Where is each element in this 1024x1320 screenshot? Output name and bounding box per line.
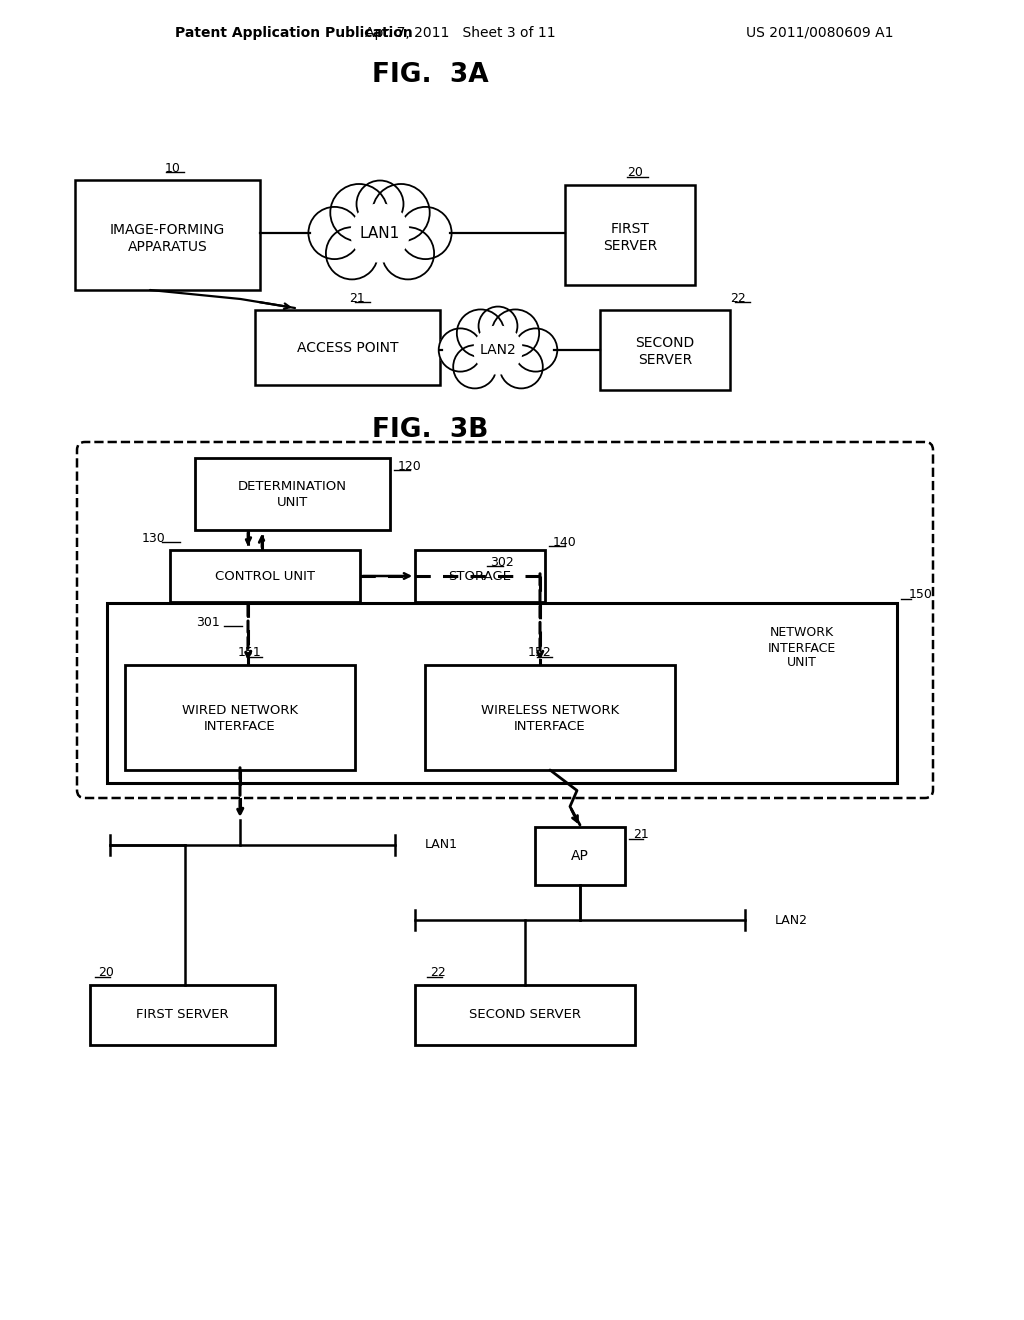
Circle shape bbox=[326, 227, 378, 280]
Text: 302: 302 bbox=[490, 556, 514, 569]
Text: IMAGE-FORMING: IMAGE-FORMING bbox=[110, 223, 225, 238]
Text: 151: 151 bbox=[239, 647, 262, 660]
Circle shape bbox=[457, 309, 505, 356]
Bar bbox=[170, 550, 360, 602]
Bar bbox=[195, 458, 390, 531]
Bar bbox=[425, 665, 675, 770]
Text: 140: 140 bbox=[553, 536, 577, 549]
Bar bbox=[106, 603, 897, 783]
Text: Patent Application Publication: Patent Application Publication bbox=[175, 26, 413, 40]
Text: LAN2: LAN2 bbox=[479, 343, 516, 356]
Text: 120: 120 bbox=[398, 459, 422, 473]
Text: SERVER: SERVER bbox=[638, 352, 692, 367]
Text: US 2011/0080609 A1: US 2011/0080609 A1 bbox=[746, 26, 894, 40]
Circle shape bbox=[399, 207, 452, 259]
Text: ACCESS POINT: ACCESS POINT bbox=[297, 341, 398, 355]
Text: 152: 152 bbox=[528, 647, 552, 660]
Circle shape bbox=[478, 306, 517, 346]
Text: DETERMINATION: DETERMINATION bbox=[238, 480, 347, 494]
Circle shape bbox=[438, 329, 482, 372]
Bar bbox=[565, 185, 695, 285]
Text: FIG.  3B: FIG. 3B bbox=[372, 417, 488, 444]
Text: UNIT: UNIT bbox=[276, 496, 308, 510]
Text: WIRED NETWORK: WIRED NETWORK bbox=[182, 704, 298, 717]
Text: WIRELESS NETWORK: WIRELESS NETWORK bbox=[481, 704, 620, 717]
Text: FIG.  3A: FIG. 3A bbox=[372, 62, 488, 88]
Text: FIRST SERVER: FIRST SERVER bbox=[136, 1008, 228, 1022]
Text: LAN2: LAN2 bbox=[775, 913, 808, 927]
Text: INTERFACE: INTERFACE bbox=[514, 719, 586, 733]
Text: APPARATUS: APPARATUS bbox=[128, 240, 208, 253]
Circle shape bbox=[382, 227, 434, 280]
Circle shape bbox=[351, 205, 409, 261]
Circle shape bbox=[348, 201, 412, 265]
Bar bbox=[125, 665, 355, 770]
Circle shape bbox=[308, 207, 360, 259]
Text: 150: 150 bbox=[909, 589, 933, 602]
FancyBboxPatch shape bbox=[77, 442, 933, 799]
Text: AP: AP bbox=[571, 849, 589, 863]
Circle shape bbox=[500, 346, 543, 388]
Text: INTERFACE: INTERFACE bbox=[204, 719, 275, 733]
Text: CONTROL UNIT: CONTROL UNIT bbox=[215, 569, 315, 582]
Bar bbox=[75, 180, 260, 290]
Text: 10: 10 bbox=[165, 161, 180, 174]
Text: SECOND: SECOND bbox=[635, 337, 694, 350]
Text: Apr. 7, 2011   Sheet 3 of 11: Apr. 7, 2011 Sheet 3 of 11 bbox=[365, 26, 555, 40]
Text: 20: 20 bbox=[98, 966, 114, 979]
Bar bbox=[535, 828, 625, 884]
Text: SECOND SERVER: SECOND SERVER bbox=[469, 1008, 581, 1022]
Text: LAN1: LAN1 bbox=[359, 226, 400, 240]
Text: 22: 22 bbox=[730, 292, 745, 305]
Bar bbox=[415, 985, 635, 1045]
Text: LAN1: LAN1 bbox=[425, 838, 458, 851]
Circle shape bbox=[474, 326, 522, 374]
Circle shape bbox=[373, 183, 430, 242]
Circle shape bbox=[492, 309, 540, 356]
Circle shape bbox=[472, 323, 524, 376]
Circle shape bbox=[454, 346, 497, 388]
Text: FIRST: FIRST bbox=[610, 222, 649, 236]
Text: 21: 21 bbox=[633, 829, 649, 842]
Text: NETWORK
INTERFACE
UNIT: NETWORK INTERFACE UNIT bbox=[768, 627, 837, 669]
Bar bbox=[255, 310, 440, 385]
Circle shape bbox=[356, 181, 403, 227]
Bar bbox=[415, 550, 545, 602]
Bar bbox=[90, 985, 275, 1045]
Text: 22: 22 bbox=[430, 966, 445, 979]
Text: 301: 301 bbox=[197, 615, 220, 628]
Circle shape bbox=[331, 183, 388, 242]
Text: 130: 130 bbox=[141, 532, 165, 544]
Circle shape bbox=[514, 329, 557, 372]
Text: SERVER: SERVER bbox=[603, 239, 657, 253]
Text: 21: 21 bbox=[349, 292, 366, 305]
Bar bbox=[600, 310, 730, 389]
Text: 20: 20 bbox=[627, 166, 643, 180]
Text: STORAGE: STORAGE bbox=[449, 569, 512, 582]
